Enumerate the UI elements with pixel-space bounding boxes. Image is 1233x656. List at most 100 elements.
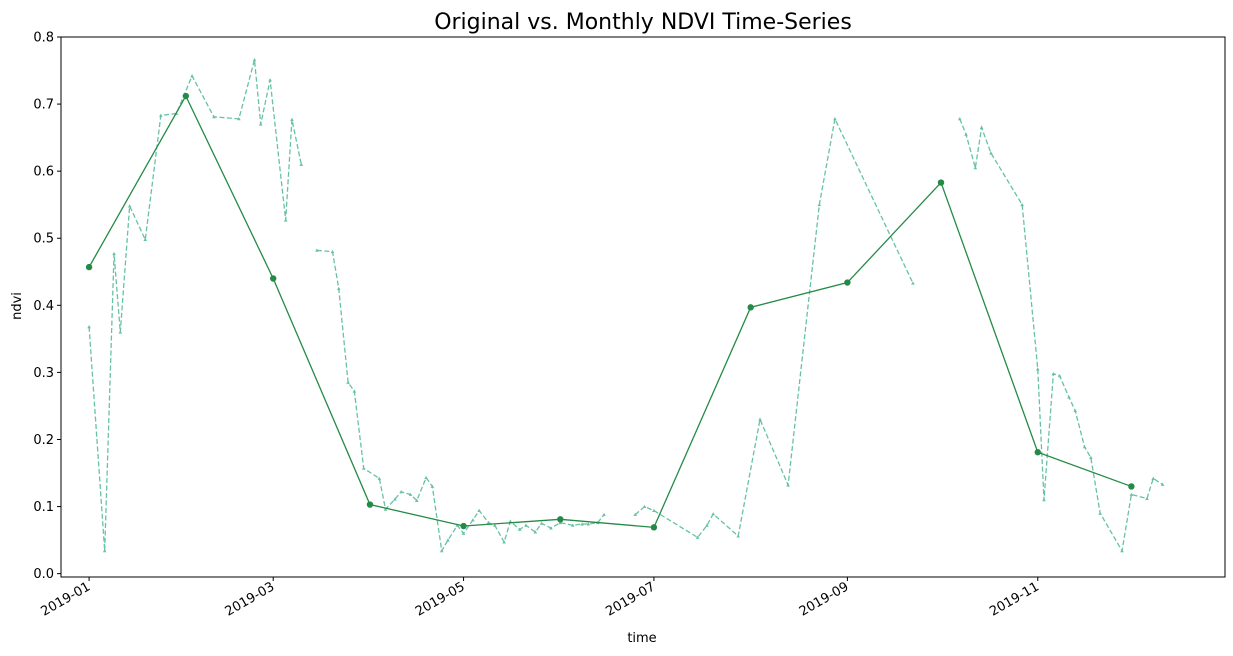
x-axis: 2019-01 2019-03 2019-05 2019-07 2019-09 2019-… — [39, 577, 1042, 620]
data-point — [446, 538, 450, 542]
series-1-line — [88, 59, 1163, 553]
y-tick-label: 0.6 — [33, 165, 54, 180]
data-point — [258, 122, 263, 126]
data-point — [602, 512, 606, 517]
data-point — [711, 512, 716, 516]
x-tick-label: 2019-07 — [603, 579, 658, 619]
data-point — [112, 251, 116, 256]
data-point — [786, 483, 790, 487]
data-point — [586, 522, 591, 526]
data-point — [102, 549, 107, 553]
data-point — [989, 151, 993, 155]
data-point — [383, 507, 388, 511]
data-point — [758, 417, 762, 421]
data-point — [557, 516, 564, 523]
data-point — [414, 498, 419, 502]
data-point — [736, 534, 740, 538]
data-point — [430, 484, 435, 488]
data-point — [973, 166, 978, 170]
data-point — [127, 204, 132, 208]
x-axis-label: time — [627, 631, 656, 646]
data-point — [352, 389, 357, 393]
data-point — [642, 504, 647, 509]
chart-title: Original vs. Monthly NDVI Time-Series — [434, 10, 852, 35]
data-point — [1160, 482, 1165, 486]
data-point — [705, 523, 709, 527]
data-point — [1145, 496, 1149, 500]
data-point — [1035, 367, 1040, 371]
data-point — [330, 249, 335, 254]
plot-area — [85, 58, 1165, 553]
data-point — [399, 490, 403, 494]
data-point — [817, 202, 822, 207]
data-point — [477, 508, 481, 513]
data-point — [252, 58, 257, 62]
data-point — [336, 286, 341, 290]
data-point — [1129, 492, 1134, 496]
data-point — [190, 74, 194, 78]
y-tick-label: 0.0 — [33, 567, 54, 582]
data-point — [1098, 511, 1102, 515]
data-point — [118, 330, 123, 334]
data-point — [1082, 445, 1087, 449]
data-point — [85, 263, 93, 271]
data-point — [143, 237, 148, 242]
y-tick-label: 0.4 — [33, 299, 54, 314]
data-point — [549, 526, 553, 530]
data-point — [315, 248, 319, 252]
y-axis: 0.0 0.1 0.2 0.3 0.4 0.5 0.6 0.7 0.8 — [33, 31, 61, 582]
data-point — [957, 117, 962, 121]
data-point — [461, 531, 466, 535]
data-point — [1042, 498, 1046, 502]
data-point — [633, 512, 637, 517]
data-point — [747, 304, 754, 311]
series-2 — [85, 92, 1135, 531]
data-point — [570, 523, 575, 527]
data-point — [393, 497, 397, 501]
data-point — [508, 519, 513, 523]
data-point — [486, 520, 491, 525]
data-point — [580, 522, 584, 526]
y-tick-label: 0.8 — [33, 31, 54, 46]
series-2-line — [88, 94, 1132, 529]
data-point — [1051, 371, 1056, 376]
data-point — [159, 113, 163, 117]
data-point — [539, 521, 544, 525]
data-point — [979, 125, 984, 129]
data-point — [650, 524, 658, 531]
data-point — [366, 501, 374, 508]
data-point — [237, 117, 241, 121]
data-point — [652, 508, 656, 513]
data-point — [471, 518, 475, 522]
x-tick-label: 2019-05 — [413, 579, 468, 619]
data-point — [844, 279, 851, 286]
data-point — [460, 522, 467, 530]
data-point — [533, 530, 538, 534]
x-tick-label: 2019-09 — [797, 579, 852, 619]
data-point — [377, 476, 382, 480]
data-point — [283, 218, 288, 222]
y-tick-label: 0.7 — [33, 98, 54, 113]
data-point — [424, 475, 428, 480]
data-point — [268, 78, 272, 82]
y-tick-label: 0.3 — [33, 366, 54, 381]
y-tick-label: 0.2 — [33, 433, 54, 448]
data-point — [299, 162, 304, 166]
data-point — [964, 132, 968, 136]
data-point — [492, 523, 497, 527]
plot-frame — [60, 36, 1226, 578]
data-point — [361, 466, 366, 470]
data-point — [87, 324, 91, 329]
x-tick-label: 2019-11 — [987, 579, 1042, 619]
data-point — [524, 523, 528, 527]
data-point — [212, 115, 216, 119]
data-point — [439, 549, 444, 553]
x-tick-label: 2019-01 — [39, 579, 94, 619]
data-point — [290, 117, 294, 121]
data-point — [1020, 202, 1024, 207]
data-point — [270, 275, 277, 282]
data-point — [346, 380, 350, 384]
data-point — [1128, 483, 1135, 490]
series-1 — [87, 58, 1165, 553]
